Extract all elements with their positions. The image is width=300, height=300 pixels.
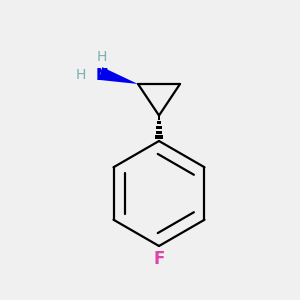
Polygon shape [156,126,162,129]
Text: F: F [153,250,165,268]
Polygon shape [157,121,161,124]
Text: N: N [96,68,108,82]
Polygon shape [156,130,162,134]
Polygon shape [158,116,160,120]
Text: H: H [97,50,107,64]
Polygon shape [155,135,163,139]
Polygon shape [99,67,138,84]
Text: H: H [76,68,86,82]
